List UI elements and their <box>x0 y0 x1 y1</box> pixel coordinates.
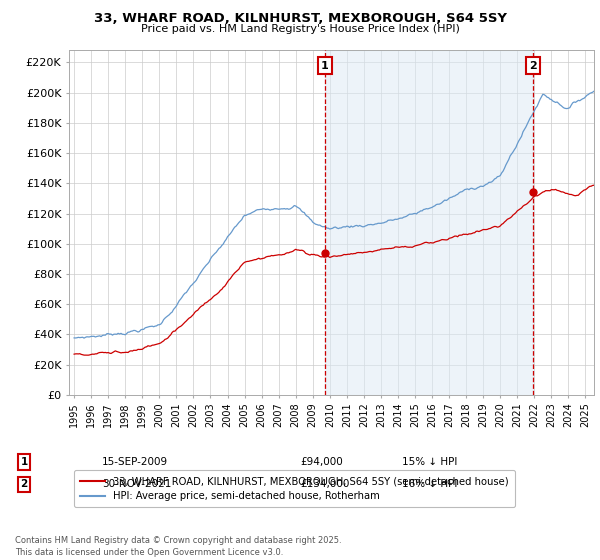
Legend: 33, WHARF ROAD, KILNHURST, MEXBOROUGH, S64 5SY (semi-detached house), HPI: Avera: 33, WHARF ROAD, KILNHURST, MEXBOROUGH, S… <box>74 470 515 507</box>
Text: £94,000: £94,000 <box>300 457 343 467</box>
Text: 33, WHARF ROAD, KILNHURST, MEXBOROUGH, S64 5SY: 33, WHARF ROAD, KILNHURST, MEXBOROUGH, S… <box>94 12 506 25</box>
Text: 2: 2 <box>529 60 537 71</box>
Bar <box>325 50 533 395</box>
Text: 1: 1 <box>321 60 329 71</box>
Text: 1: 1 <box>20 457 28 467</box>
Text: 16% ↓ HPI: 16% ↓ HPI <box>402 479 457 489</box>
Text: £134,000: £134,000 <box>300 479 349 489</box>
Text: Price paid vs. HM Land Registry's House Price Index (HPI): Price paid vs. HM Land Registry's House … <box>140 24 460 34</box>
Text: Contains HM Land Registry data © Crown copyright and database right 2025.
This d: Contains HM Land Registry data © Crown c… <box>15 536 341 557</box>
Text: 15% ↓ HPI: 15% ↓ HPI <box>402 457 457 467</box>
Text: 2: 2 <box>20 479 28 489</box>
Text: 15-SEP-2009: 15-SEP-2009 <box>102 457 168 467</box>
Text: 30-NOV-2021: 30-NOV-2021 <box>102 479 172 489</box>
